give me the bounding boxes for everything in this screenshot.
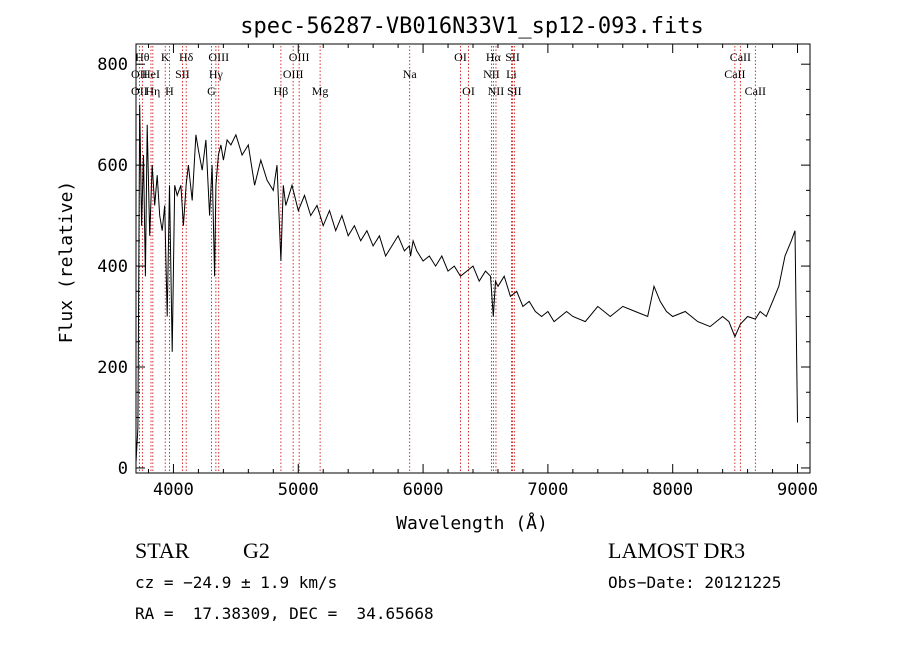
x-axis-label: Wavelength (Å) bbox=[396, 512, 548, 534]
line-marker-label: OI bbox=[454, 50, 467, 64]
line-marker-label: NII bbox=[488, 84, 505, 98]
line-marker-label: Hγ bbox=[209, 67, 224, 81]
line-marker-label: Hη bbox=[145, 84, 160, 98]
line-marker-label: Hδ bbox=[179, 50, 194, 64]
y-tick-label: 600 bbox=[97, 156, 128, 176]
y-tick-label: 0 bbox=[118, 459, 128, 479]
y-tick-label: 800 bbox=[97, 55, 128, 75]
line-marker-label: OII bbox=[131, 67, 148, 81]
x-tick-label: 7000 bbox=[527, 480, 568, 500]
line-marker-label: OI bbox=[462, 84, 475, 98]
x-tick-label: 8000 bbox=[652, 480, 693, 500]
y-axis-ticks: 0 200 400 600 800 bbox=[97, 55, 810, 479]
x-tick-label: 5000 bbox=[278, 480, 319, 500]
y-tick-label: 400 bbox=[97, 257, 128, 277]
line-marker-label: Mg bbox=[312, 84, 329, 98]
line-marker-label: K bbox=[161, 50, 170, 64]
line-marker-label: Hβ bbox=[274, 84, 289, 98]
line-marker-label: OII bbox=[131, 84, 148, 98]
y-axis-label: Flux (relative) bbox=[56, 181, 77, 344]
line-marker-label: NII bbox=[483, 67, 500, 81]
line-marker-label: Hα bbox=[486, 50, 502, 64]
plot-frame bbox=[135, 43, 811, 474]
spectral-subclass: G2 bbox=[243, 538, 270, 563]
coordinates: RA = 17.38309, DEC = 34.65668 bbox=[135, 604, 434, 623]
line-marker-label: SII bbox=[505, 50, 520, 64]
object-class: STAR bbox=[135, 538, 190, 563]
line-marker-label: OIII bbox=[289, 50, 310, 64]
line-marker-label: Na bbox=[403, 67, 418, 81]
line-marker-label: CaII bbox=[730, 50, 751, 64]
x-axis-ticks: 4000 5000 6000 7000 8000 9000 bbox=[147, 44, 818, 500]
redshift-readout: cz = −24.9 ± 1.9 km/s bbox=[135, 573, 338, 592]
line-marker-label: Li bbox=[506, 67, 517, 81]
line-marker-label: SII bbox=[175, 67, 190, 81]
line-marker-labels: OIIHθOIIHeIHηKHSIIHδGOIIIHγHβOIIIOIIIMgN… bbox=[131, 50, 766, 98]
obs-date: Obs−Date: 20121225 bbox=[608, 573, 782, 592]
line-marker-label: Hθ bbox=[135, 50, 150, 64]
survey-name: LAMOST DR3 bbox=[608, 538, 746, 563]
chart-title: spec-56287-VB016N33V1_sp12-093.fits bbox=[240, 14, 704, 39]
line-marker-label: SII bbox=[507, 84, 522, 98]
line-marker-label: OIII bbox=[283, 67, 304, 81]
x-tick-label: 4000 bbox=[153, 480, 194, 500]
line-marker-label: H bbox=[165, 84, 174, 98]
line-marker-label: OIII bbox=[208, 50, 229, 64]
line-marker-label: CaII bbox=[745, 84, 766, 98]
line-marker-label: CaII bbox=[724, 67, 745, 81]
x-tick-label: 9000 bbox=[777, 480, 818, 500]
y-tick-label: 200 bbox=[97, 358, 128, 378]
flux-series-line bbox=[135, 104, 798, 463]
line-marker-label: G bbox=[207, 84, 216, 98]
x-tick-label: 6000 bbox=[403, 480, 444, 500]
line-marker-label: HeI bbox=[142, 67, 160, 81]
line-markers bbox=[138, 46, 756, 473]
